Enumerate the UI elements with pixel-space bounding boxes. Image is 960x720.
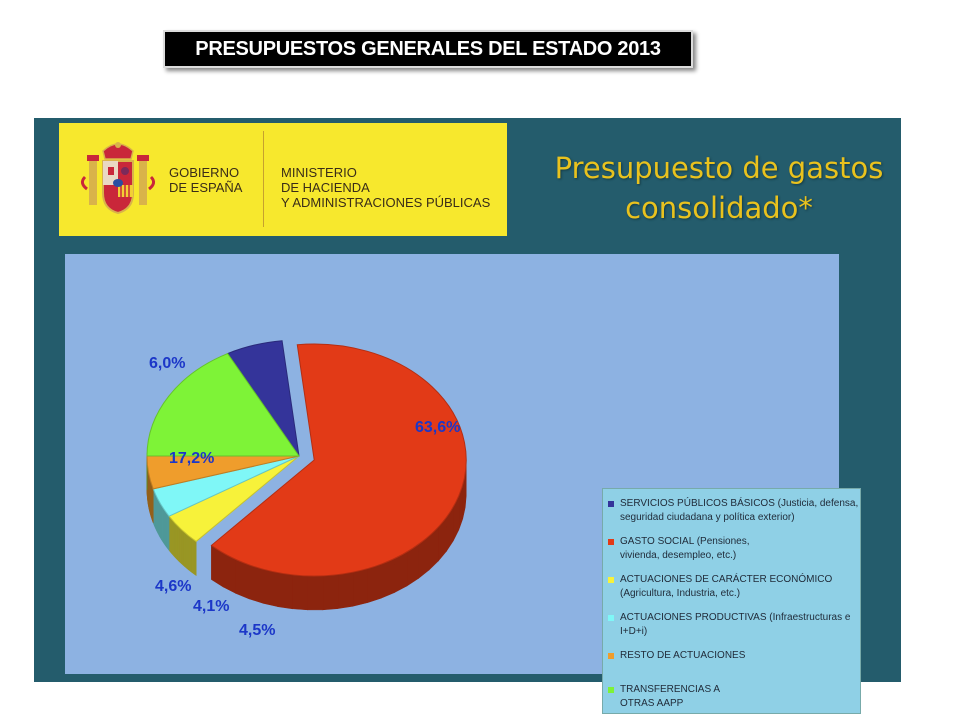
data-label-0: 6,0% (149, 355, 185, 372)
ministry-name: MINISTERIO DE HACIENDA Y ADMINISTRACIONE… (281, 165, 490, 210)
legend-item-1: GASTO SOCIAL (Pensiones, vivienda, desem… (608, 535, 750, 563)
legend-swatch (608, 501, 614, 507)
chart-legend: SERVICIOS PÚBLICOS BÁSICOS (Justicia, de… (602, 488, 861, 714)
pie-slice-side (307, 575, 324, 611)
chart-panel: 6,0% 63,6% 4,5% 4,1% 4,6% 17,2% SERVICIOS PÚB… (65, 254, 861, 714)
header-title: PRESUPUESTOS GENERALES DEL ESTADO 2013 (195, 37, 661, 60)
pie-slice-side (337, 571, 354, 609)
ministry-line-1: MINISTERIO (281, 165, 357, 180)
pie-slice-side (235, 558, 250, 600)
pie-slice-5 (146, 352, 300, 457)
ministry-line-3: Y ADMINISTRACIONES PÚBLICAS (281, 195, 491, 210)
slide-title: Presupuesto de gastos consolidado* (534, 148, 904, 228)
slide: GOBIERNO DE ESPAÑA MINISTERIO DE HACIEND… (34, 118, 904, 714)
slide-title-line-1: Presupuesto de gastos (554, 151, 884, 185)
data-label-3: 4,1% (193, 598, 229, 615)
ministry-line-2: DE HACIENDA (281, 180, 370, 195)
pie-slice-side (380, 558, 395, 599)
data-label-4: 4,6% (155, 578, 191, 595)
government-name: GOBIERNO DE ESPAÑA (169, 165, 242, 195)
legend-swatch (608, 577, 614, 583)
legend-label: GASTO SOCIAL (Pensiones, vivienda, desem… (620, 536, 750, 561)
gov-line-2: DE ESPAÑA (169, 180, 243, 195)
pie-slice-side (322, 574, 339, 611)
legend-swatch (608, 653, 614, 659)
legend-label: ACTUACIONES DE CARÁCTER ECONÓMICO (Agric… (620, 574, 833, 599)
legend-label: RESTO DE ACTUACIONES (620, 650, 746, 661)
pie-slice-side (352, 568, 368, 607)
pie-slice-side (248, 564, 264, 604)
legend-label: ACTUACIONES PRODUCTIVAS (Infraestructura… (620, 612, 851, 637)
legend-item-4: RESTO DE ACTUACIONES (608, 649, 745, 663)
header-title-box: PRESUPUESTOS GENERALES DEL ESTADO 2013 (163, 30, 693, 68)
data-label-2: 4,5% (239, 622, 275, 639)
banner-divider (263, 131, 264, 227)
legend-item-5: TRANSFERENCIAS A OTRAS AAPP (608, 683, 720, 711)
legend-swatch (608, 687, 614, 693)
pie-slice-side (292, 574, 308, 611)
slide-title-line-2: consolidado* (625, 191, 813, 225)
government-banner: GOBIERNO DE ESPAÑA MINISTERIO DE HACIEND… (59, 123, 507, 236)
legend-item-3: ACTUACIONES PRODUCTIVAS (Infraestructura… (608, 611, 850, 639)
legend-item-2: ACTUACIONES DE CARÁCTER ECONÓMICO (Agric… (608, 573, 832, 601)
data-label-5: 17,2% (169, 450, 214, 467)
pie-chart: 6,0% 63,6% 4,5% 4,1%4,6% 17,2% (146, 340, 467, 639)
legend-item-0: SERVICIOS PÚBLICOS BÁSICOS (Justicia, de… (608, 497, 858, 525)
legend-label: SERVICIOS PÚBLICOS BÁSICOS (Justicia, de… (620, 498, 859, 523)
pie-slice-1 (210, 343, 467, 577)
pie-slice-side (262, 568, 278, 607)
pie-slice-side (277, 572, 293, 610)
data-label-1: 63,6% (415, 419, 460, 436)
gov-line-1: GOBIERNO (169, 165, 240, 180)
legend-swatch (608, 615, 614, 621)
legend-label: TRANSFERENCIAS A OTRAS AAPP (620, 684, 721, 709)
legend-swatch (608, 539, 614, 545)
pie-slice-side (366, 563, 382, 604)
coat-of-arms-icon (80, 142, 156, 215)
